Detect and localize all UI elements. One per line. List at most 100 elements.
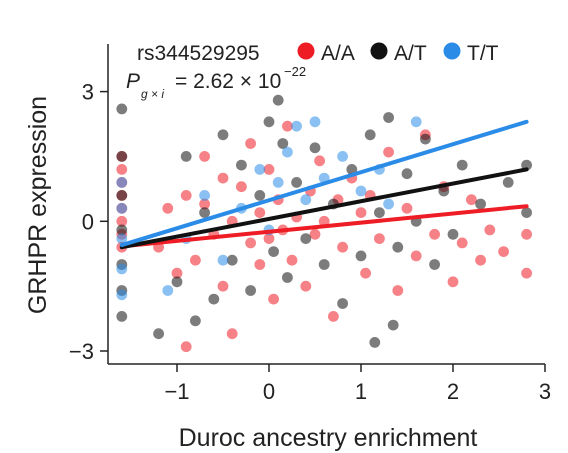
point-tt-3 bbox=[116, 263, 128, 275]
point-at-33 bbox=[374, 207, 385, 219]
point-at-11 bbox=[199, 207, 211, 219]
point-tt-15 bbox=[300, 194, 312, 206]
fit-line-at bbox=[119, 167, 529, 250]
point-at-31 bbox=[364, 129, 376, 141]
point-at-35 bbox=[387, 319, 399, 331]
point-aa-25 bbox=[254, 207, 266, 219]
axes bbox=[107, 44, 545, 365]
point-aa-12 bbox=[180, 341, 192, 353]
point-aa-41 bbox=[337, 241, 348, 253]
point-at-12 bbox=[208, 293, 220, 305]
points-layer bbox=[116, 94, 532, 353]
point-tt-2 bbox=[116, 233, 128, 245]
p-value-text: = 2.62 × 10 bbox=[175, 70, 281, 93]
point-aa-20 bbox=[226, 328, 238, 340]
fit-line-tt bbox=[119, 119, 529, 248]
point-aa-58 bbox=[484, 224, 496, 236]
point-aa-31 bbox=[282, 120, 293, 132]
legend-title: rs344529295 bbox=[137, 42, 260, 65]
legend: rs344529295 A/A A/T T/T bbox=[137, 42, 499, 65]
point-aa-11 bbox=[180, 190, 192, 201]
legend-marker-at bbox=[370, 42, 388, 60]
point-aa-43 bbox=[355, 207, 367, 219]
point-tt-21 bbox=[383, 198, 394, 210]
point-aa-46 bbox=[374, 233, 385, 245]
point-tt-13 bbox=[282, 146, 293, 158]
point-at-18 bbox=[263, 116, 275, 128]
point-aa-26 bbox=[263, 233, 275, 245]
point-aa-56 bbox=[466, 194, 477, 206]
point-at-24 bbox=[300, 233, 312, 245]
legend-marker-aa bbox=[297, 42, 315, 60]
point-at-21 bbox=[277, 138, 289, 149]
point-at-25 bbox=[309, 142, 321, 154]
point-tt-12 bbox=[272, 177, 284, 188]
point-aa-23 bbox=[245, 138, 256, 149]
legend-label-tt: T/T bbox=[467, 42, 499, 65]
point-aa-14 bbox=[199, 198, 211, 210]
point-aa-54 bbox=[447, 276, 459, 288]
point-aa-60 bbox=[521, 228, 532, 240]
point-at-46 bbox=[521, 159, 532, 171]
point-at-47 bbox=[521, 207, 532, 219]
point-at-15 bbox=[236, 159, 247, 171]
point-aa-13 bbox=[190, 254, 201, 266]
point-tt-0 bbox=[116, 177, 128, 188]
point-at-42 bbox=[447, 228, 459, 240]
y-tick-label: 0 bbox=[82, 209, 94, 234]
point-aa-39 bbox=[328, 311, 339, 322]
y-axis-title: GRHPR expression bbox=[24, 96, 52, 314]
point-at-0 bbox=[116, 103, 128, 115]
point-at-43 bbox=[456, 159, 468, 171]
p-value-annotation: P g × i = 2.62 × 10 −22 bbox=[126, 64, 306, 101]
point-at-1 bbox=[116, 151, 128, 162]
y-tick-label: −3 bbox=[69, 339, 94, 364]
point-at-8 bbox=[171, 276, 183, 288]
point-at-19 bbox=[268, 246, 279, 257]
point-tt-10 bbox=[254, 164, 266, 175]
point-at-37 bbox=[401, 168, 413, 180]
x-tick-label: 1 bbox=[355, 379, 367, 404]
point-aa-17 bbox=[217, 280, 229, 292]
point-at-34 bbox=[383, 112, 394, 123]
point-aa-15 bbox=[199, 151, 211, 162]
point-aa-22 bbox=[245, 237, 256, 249]
point-aa-55 bbox=[456, 237, 468, 249]
point-at-6 bbox=[116, 311, 128, 322]
x-tick-label: 3 bbox=[539, 379, 551, 404]
point-at-44 bbox=[475, 198, 486, 210]
point-aa-48 bbox=[392, 285, 404, 296]
point-tt-19 bbox=[355, 185, 367, 197]
point-tt-4 bbox=[116, 289, 128, 301]
y-ticks: −3 0 3 bbox=[69, 80, 108, 364]
point-at-16 bbox=[245, 285, 256, 296]
x-tick-label: −1 bbox=[164, 379, 189, 404]
point-aa-28 bbox=[268, 293, 279, 305]
point-aa-47 bbox=[383, 146, 394, 158]
point-at-32 bbox=[369, 337, 381, 348]
point-at-14 bbox=[226, 254, 238, 266]
point-aa-4 bbox=[116, 215, 128, 227]
point-tt-1 bbox=[116, 202, 128, 214]
point-aa-52 bbox=[429, 228, 440, 240]
fit-lines-layer bbox=[119, 119, 529, 250]
point-aa-37 bbox=[314, 155, 325, 167]
p-value-symbol: P bbox=[126, 70, 140, 93]
point-at-10 bbox=[190, 315, 201, 327]
point-aa-24 bbox=[254, 259, 266, 270]
point-at-23 bbox=[291, 177, 302, 188]
point-aa-32 bbox=[286, 254, 298, 266]
legend-label-at: A/T bbox=[394, 42, 427, 65]
legend-entry-aa: A/A bbox=[297, 42, 355, 65]
point-at-17 bbox=[254, 190, 266, 201]
legend-label-aa: A/A bbox=[321, 42, 355, 65]
legend-marker-tt bbox=[443, 42, 461, 60]
x-ticks: −1 0 1 2 3 bbox=[164, 364, 551, 404]
x-axis-title: Duroc ancestry enrichment bbox=[179, 424, 478, 452]
point-at-26 bbox=[318, 259, 330, 270]
point-at-41 bbox=[438, 185, 450, 197]
point-at-3 bbox=[116, 224, 128, 236]
point-aa-49 bbox=[401, 202, 413, 214]
